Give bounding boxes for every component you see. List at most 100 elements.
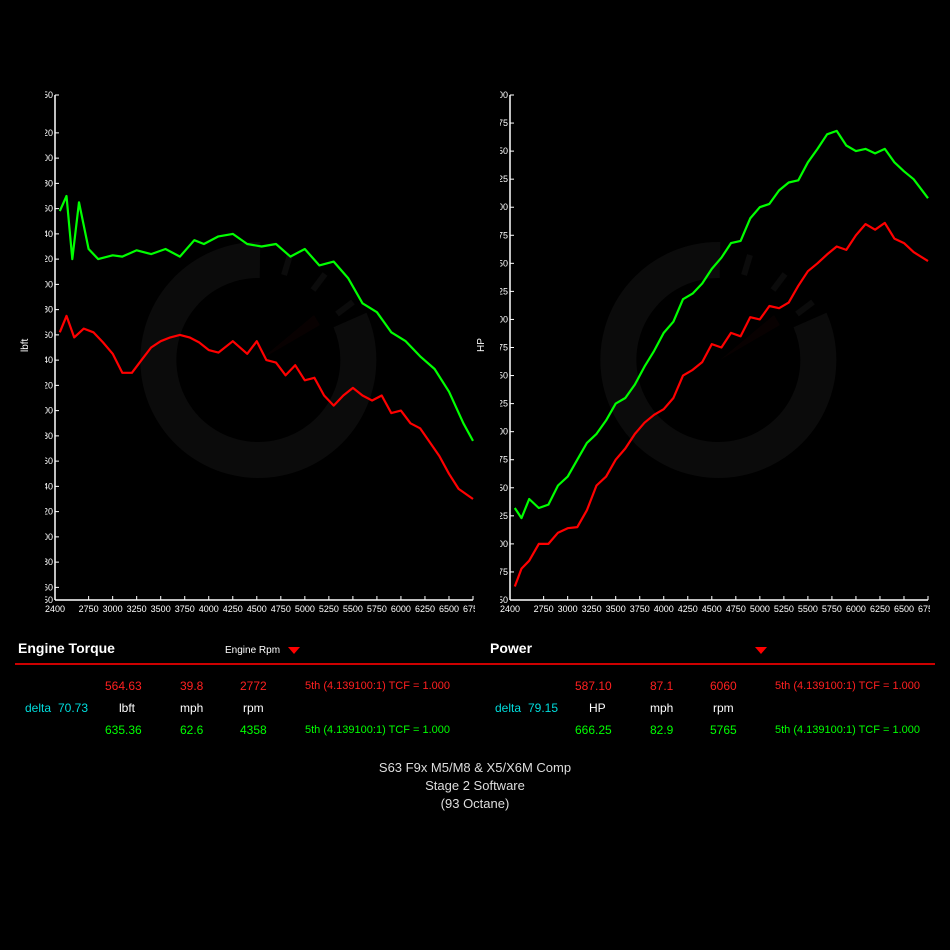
svg-text:3750: 3750 [175,604,195,614]
svg-text:6750: 6750 [463,604,475,614]
delta-label: delta [495,697,521,719]
svg-text:3250: 3250 [127,604,147,614]
torque-red-mph: 39.8 [180,675,203,697]
svg-text:550: 550 [500,258,508,268]
svg-text:325: 325 [500,511,508,521]
svg-text:5500: 5500 [798,604,818,614]
svg-text:6000: 6000 [391,604,411,614]
footer-line3: (93 Octane) [0,796,950,811]
power-y-axis-title: HP [476,338,487,352]
torque-green-val: 635.36 [105,719,142,741]
svg-text:3500: 3500 [151,604,171,614]
rpm-label: rpm [713,697,734,719]
svg-text:400: 400 [500,427,508,437]
svg-text:525: 525 [500,286,508,296]
svg-text:6250: 6250 [870,604,890,614]
svg-text:450: 450 [500,371,508,381]
svg-text:4750: 4750 [271,604,291,614]
svg-text:6750: 6750 [918,604,930,614]
svg-text:400: 400 [45,532,53,542]
svg-text:5000: 5000 [750,604,770,614]
svg-text:3500: 3500 [606,604,626,614]
svg-text:420: 420 [45,507,53,517]
power-chart-title: Power [490,640,532,656]
svg-text:4250: 4250 [223,604,243,614]
svg-text:580: 580 [45,305,53,315]
svg-text:375: 375 [500,455,508,465]
power-green-mph: 82.9 [650,719,673,741]
torque-chart-title: Engine Torque [18,640,115,656]
torque-red-val: 564.63 [105,675,142,697]
svg-text:2400: 2400 [45,604,65,614]
svg-text:6000: 6000 [846,604,866,614]
svg-text:6250: 6250 [415,604,435,614]
svg-text:620: 620 [45,254,53,264]
svg-text:6500: 6500 [894,604,914,614]
svg-text:500: 500 [500,314,508,324]
svg-text:4250: 4250 [678,604,698,614]
svg-text:380: 380 [45,557,53,567]
mph-label: mph [180,697,203,719]
power-red-val: 587.10 [575,675,612,697]
svg-text:3000: 3000 [103,604,123,614]
power-chart: 2502753003253503754004254504755005255505… [500,90,930,620]
svg-text:5250: 5250 [774,604,794,614]
svg-text:700: 700 [45,153,53,163]
svg-text:640: 640 [45,229,53,239]
svg-text:440: 440 [45,481,53,491]
svg-text:660: 660 [45,204,53,214]
svg-text:3250: 3250 [582,604,602,614]
svg-text:720: 720 [45,128,53,138]
svg-text:4500: 4500 [247,604,267,614]
svg-text:520: 520 [45,380,53,390]
svg-text:275: 275 [500,567,508,577]
torque-y-axis-title: lbft [20,339,31,352]
svg-text:5750: 5750 [822,604,842,614]
svg-text:625: 625 [500,174,508,184]
power-unit: HP [589,697,606,719]
power-red-note: 5th (4.139100:1) TCF = 1.000 [775,675,920,697]
power-green-rpm: 5765 [710,719,737,741]
svg-text:425: 425 [500,399,508,409]
torque-green-rpm: 4358 [240,719,267,741]
svg-text:480: 480 [45,431,53,441]
svg-text:4000: 4000 [654,604,674,614]
power-red-rpm: 6060 [710,675,737,697]
delta-label: delta [25,697,51,719]
svg-text:4500: 4500 [702,604,722,614]
svg-text:750: 750 [45,90,53,100]
svg-text:5000: 5000 [295,604,315,614]
mph-label: mph [650,697,673,719]
svg-text:3000: 3000 [558,604,578,614]
svg-text:475: 475 [500,343,508,353]
svg-text:2400: 2400 [500,604,520,614]
svg-text:3750: 3750 [630,604,650,614]
svg-text:700: 700 [500,90,508,100]
svg-text:2750: 2750 [79,604,99,614]
svg-text:5500: 5500 [343,604,363,614]
svg-text:575: 575 [500,230,508,240]
torque-red-rpm: 2772 [240,675,267,697]
svg-text:350: 350 [500,483,508,493]
separator-bar [15,663,935,665]
rpm-label: rpm [243,697,264,719]
svg-text:460: 460 [45,456,53,466]
caret-down-icon [288,647,300,654]
power-delta: 79.15 [528,697,558,719]
torque-chart: 3503603804004204404604805005205405605806… [45,90,475,620]
caret-down-icon [755,647,767,654]
footer-line1: S63 F9x M5/M8 & X5/X6M Comp [0,760,950,775]
torque-green-mph: 62.6 [180,719,203,741]
svg-text:540: 540 [45,355,53,365]
svg-text:600: 600 [500,202,508,212]
svg-text:4750: 4750 [726,604,746,614]
power-green-val: 666.25 [575,719,612,741]
torque-red-note: 5th (4.139100:1) TCF = 1.000 [305,675,450,697]
svg-text:675: 675 [500,118,508,128]
svg-text:560: 560 [45,330,53,340]
svg-text:650: 650 [500,146,508,156]
torque-readout: 564.63 39.8 2772 5th (4.139100:1) TCF = … [25,675,475,741]
power-green-note: 5th (4.139100:1) TCF = 1.000 [775,719,920,741]
torque-x-axis-title: Engine Rpm [225,645,280,656]
svg-text:4000: 4000 [199,604,219,614]
